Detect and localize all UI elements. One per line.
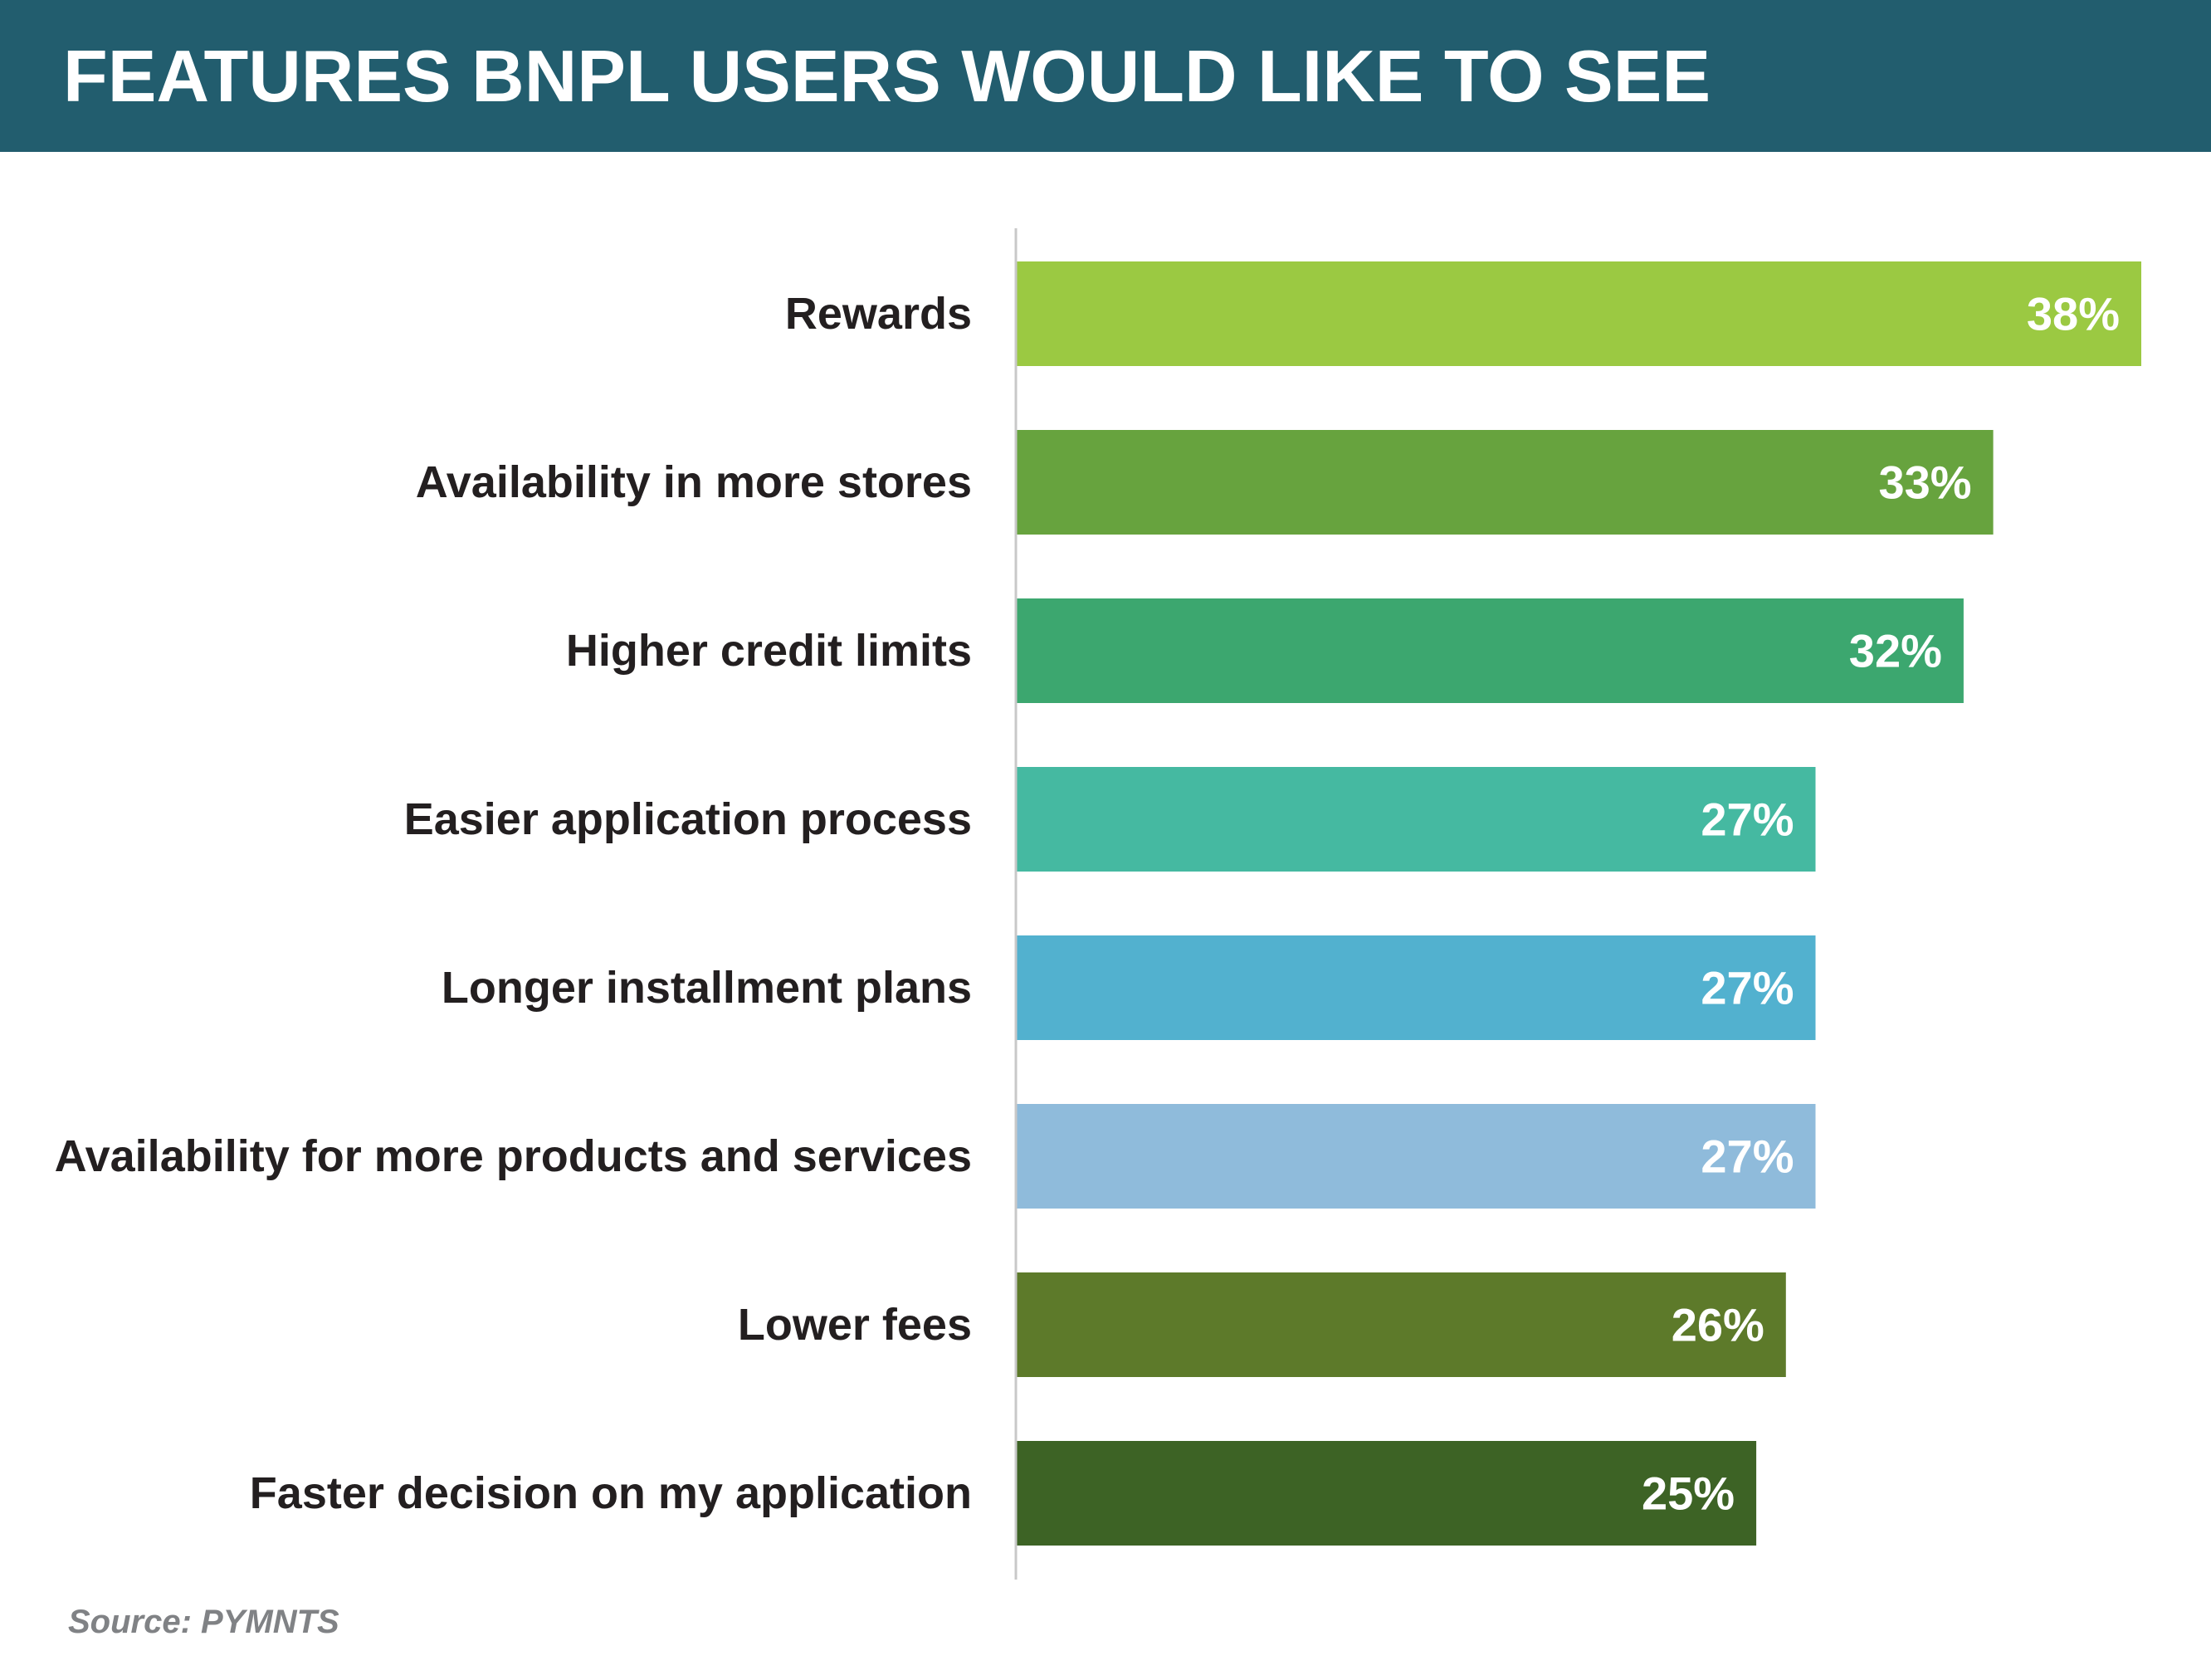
source-note: Source: PYMNTS [68,1604,339,1640]
bar-5 [1016,935,1816,1040]
bar-2 [1016,430,1994,535]
category-label-7: Lower fees [738,1300,972,1350]
bar-chart: Rewards 38% Availability in more stores 33%… [55,228,2141,1580]
value-label-7: 26% [1672,1299,1764,1351]
bar-7 [1016,1272,1786,1377]
chart-title: FEATURES BNPL USERS WOULD LIKE TO SEE [63,35,1711,117]
value-label-2: 33% [1879,457,1972,509]
bar-4 [1016,767,1816,872]
category-label-2: Availability in more stores [416,457,972,507]
category-label-6: Availability for more products and servi… [55,1131,972,1181]
category-label-1: Rewards [785,289,972,339]
category-label-3: Higher credit limits [566,626,972,676]
value-label-6: 27% [1701,1131,1794,1183]
bar-3 [1016,598,1964,703]
bar-8 [1016,1441,1757,1546]
value-label-3: 32% [1849,625,1942,677]
value-label-1: 38% [2027,288,2120,340]
category-label-8: Faster decision on my application [250,1468,972,1518]
bar-6 [1016,1104,1816,1209]
value-label-5: 27% [1701,962,1794,1014]
value-label-8: 25% [1642,1468,1735,1520]
category-label-5: Longer installment plans [442,963,972,1013]
value-label-4: 27% [1701,794,1794,846]
bars-layer: Rewards 38% Availability in more stores 33%… [55,261,2141,1546]
category-label-4: Easier application process [404,794,972,844]
bar-1 [1016,261,2141,366]
header-bar: FEATURES BNPL USERS WOULD LIKE TO SEE [0,0,2211,152]
